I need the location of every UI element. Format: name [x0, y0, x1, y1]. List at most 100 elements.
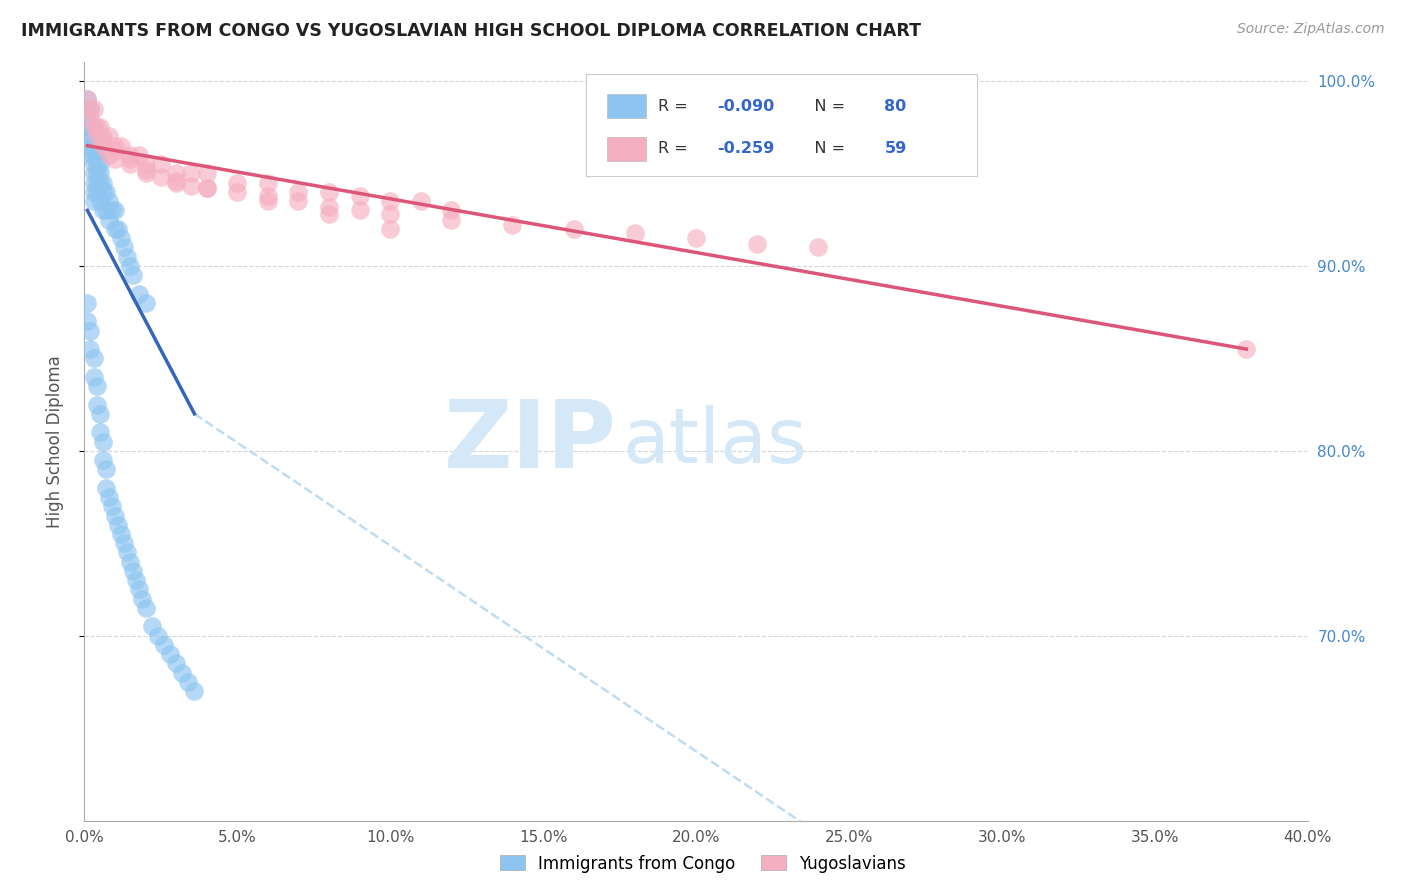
Point — [153, 638, 176, 652]
Point — [180, 166, 202, 180]
Point — [89, 176, 111, 190]
Point — [257, 188, 280, 202]
Point — [110, 231, 132, 245]
Bar — [606, 136, 645, 161]
Point — [91, 176, 114, 190]
Point — [79, 148, 101, 162]
Point — [115, 545, 138, 559]
Point — [318, 200, 340, 214]
Point — [195, 181, 218, 195]
Point — [257, 176, 280, 190]
Point — [107, 517, 129, 532]
Point — [104, 203, 127, 218]
Point — [349, 203, 371, 218]
Point — [131, 591, 153, 606]
Point — [86, 166, 108, 180]
Point — [110, 527, 132, 541]
Point — [89, 194, 111, 208]
Text: N =: N = — [799, 141, 851, 156]
Point — [409, 194, 432, 208]
Point — [97, 129, 120, 144]
Point — [83, 120, 105, 135]
Point — [104, 152, 127, 166]
Point — [86, 398, 108, 412]
Point — [165, 174, 187, 188]
Point — [195, 166, 218, 180]
Point — [86, 148, 108, 162]
Point — [115, 250, 138, 264]
Text: -0.090: -0.090 — [717, 98, 775, 113]
Point — [79, 342, 101, 356]
Point — [101, 203, 124, 218]
Point — [135, 296, 157, 310]
Text: Source: ZipAtlas.com: Source: ZipAtlas.com — [1237, 22, 1385, 37]
Point — [149, 157, 172, 171]
Point — [97, 148, 120, 162]
Point — [1236, 342, 1258, 356]
Point — [83, 369, 105, 384]
Point — [83, 138, 105, 153]
Point — [91, 203, 114, 218]
Point — [91, 434, 114, 449]
Point — [195, 181, 218, 195]
Text: -0.259: -0.259 — [717, 141, 775, 156]
Point — [76, 120, 98, 135]
Point — [180, 179, 202, 194]
Point — [94, 462, 117, 476]
Point — [83, 148, 105, 162]
Point — [135, 601, 157, 615]
Point — [83, 120, 105, 135]
Point — [165, 166, 187, 180]
Text: R =: R = — [658, 141, 693, 156]
Point — [83, 185, 105, 199]
Point — [122, 564, 145, 578]
Point — [120, 152, 142, 166]
Point — [287, 194, 309, 208]
Point — [287, 185, 309, 199]
Text: R =: R = — [658, 98, 693, 113]
Bar — [606, 94, 645, 118]
Point — [91, 185, 114, 199]
Point — [89, 425, 111, 440]
Point — [94, 481, 117, 495]
Point — [79, 129, 101, 144]
Point — [89, 166, 111, 180]
Point — [110, 138, 132, 153]
Point — [107, 222, 129, 236]
Point — [104, 145, 127, 159]
Point — [120, 555, 142, 569]
Point — [146, 629, 169, 643]
Point — [685, 231, 707, 245]
Point — [165, 176, 187, 190]
Point — [159, 647, 181, 661]
Point — [86, 379, 108, 393]
FancyBboxPatch shape — [586, 74, 977, 177]
Point — [83, 176, 105, 190]
Point — [128, 286, 150, 301]
Point — [128, 582, 150, 597]
Point — [104, 138, 127, 153]
Point — [128, 148, 150, 162]
Point — [94, 185, 117, 199]
Point — [104, 508, 127, 523]
Point — [76, 92, 98, 106]
Point — [226, 176, 249, 190]
Point — [79, 102, 101, 116]
Point — [135, 157, 157, 171]
Point — [120, 148, 142, 162]
Point — [562, 222, 585, 236]
Point — [624, 226, 647, 240]
Point — [86, 185, 108, 199]
Point — [125, 573, 148, 587]
Point — [122, 268, 145, 282]
Point — [76, 111, 98, 125]
Point — [440, 203, 463, 218]
Point — [318, 207, 340, 221]
Point — [226, 185, 249, 199]
Point — [83, 129, 105, 144]
Point — [120, 259, 142, 273]
Point — [89, 407, 111, 421]
Text: 59: 59 — [884, 141, 907, 156]
Point — [747, 236, 769, 251]
Point — [135, 166, 157, 180]
